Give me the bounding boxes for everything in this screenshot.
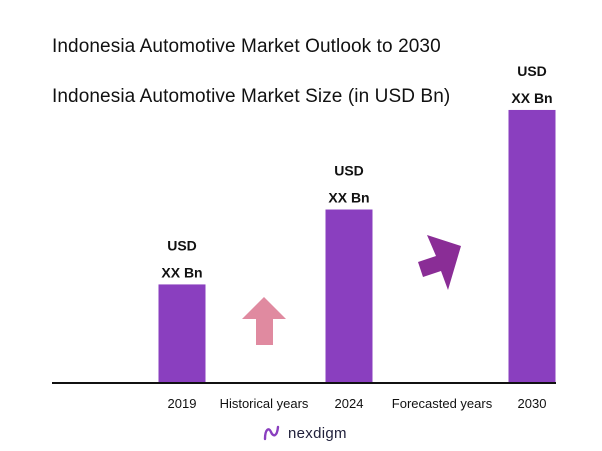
forecast-growth-arrow-icon: [418, 235, 461, 290]
data-label-2030-2: XX Bn: [511, 90, 552, 106]
data-label-2019-1: USD: [167, 237, 197, 253]
data-label-2024-2: XX Bn: [328, 190, 369, 206]
data-label-2024-1: USD: [334, 163, 364, 179]
bar-2019: [158, 284, 206, 383]
brand-logo: nexdigm: [262, 424, 347, 442]
brand-name: nexdigm: [288, 424, 347, 442]
x-tick-2030: 2030: [518, 396, 547, 411]
annotation-label-2: Forecasted years: [392, 396, 493, 411]
bar-2030: [508, 109, 556, 383]
bars-group: [158, 109, 556, 383]
annotation-label-1: Historical years: [220, 396, 309, 411]
data-label-2030-1: USD: [517, 63, 547, 79]
x-tick-2024: 2024: [335, 396, 364, 411]
bar-2024: [325, 209, 373, 383]
chart-subtitle: Indonesia Automotive Market Size (in USD…: [52, 86, 451, 107]
data-label-2019-2: XX Bn: [161, 264, 202, 280]
chart-title: Indonesia Automotive Market Outlook to 2…: [52, 36, 441, 57]
arrows-group: [242, 235, 461, 345]
x-tick-2019: 2019: [168, 396, 197, 411]
historical-growth-arrow-icon: [242, 297, 286, 345]
labels-group: USD XX Bn 2019 USD XX Bn 2024 USD XX Bn 2030 Hist…: [161, 63, 552, 411]
nexdigm-logo-icon: [263, 425, 280, 441]
